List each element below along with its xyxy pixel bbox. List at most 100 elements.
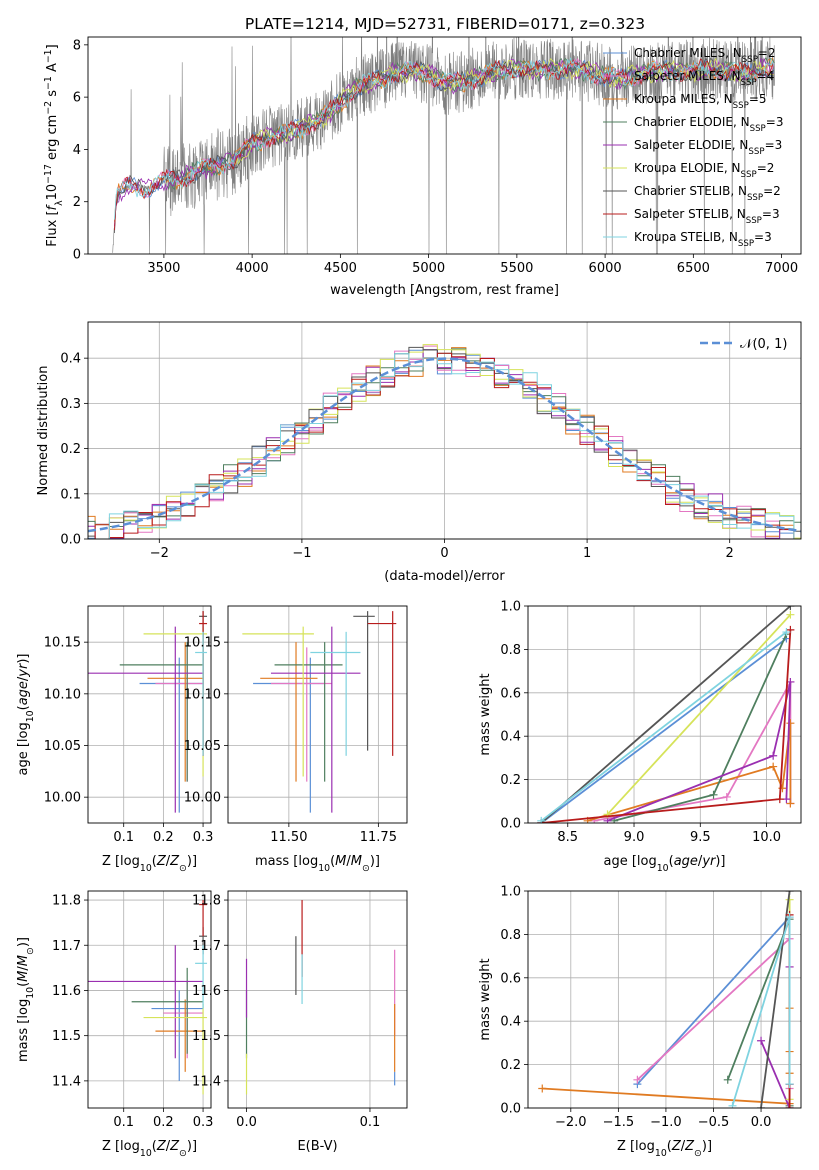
- y-tick-label: 10.15: [184, 636, 221, 651]
- model-line-kroupa_stelib: [114, 57, 775, 220]
- x-axis-label: Z [log10(Z/Z⊙)]: [617, 1139, 712, 1159]
- x-tick-label: 9.5: [690, 830, 711, 845]
- weight-marker-kroupa_stelib: [782, 628, 791, 637]
- x-tick-label: 8.5: [557, 830, 578, 845]
- weight-marker-chabrier_elodie: [709, 790, 718, 799]
- weight-marker-salpeter_stelib: [785, 1104, 794, 1108]
- x-tick-label: −2.0: [555, 1115, 587, 1130]
- y-tick-label: 11.6: [52, 984, 81, 999]
- weight-marker-kroupa_stelib: [537, 816, 546, 823]
- x-axis-label: Z [log10(Z/Z⊙)]: [102, 1139, 197, 1159]
- weight-marker-chabrier_stelib: [786, 606, 795, 610]
- x-tick-label: 6000: [589, 261, 622, 276]
- weight-marker-salpeter_miles: [633, 1075, 642, 1084]
- weight-marker-kroupa_miles: [786, 799, 795, 808]
- y-tick-label: 1.0: [500, 600, 521, 615]
- data-spectrum-line: [112, 37, 775, 254]
- y-tick-label: 10.05: [184, 739, 221, 754]
- y-tick-label: 0.0: [500, 817, 521, 832]
- weight-marker-salpeter_miles: [722, 792, 731, 801]
- x-tick-label: 9.0: [624, 830, 645, 845]
- y-tick-label: 0.4: [60, 352, 81, 367]
- axes-frame: [227, 890, 408, 1109]
- histogram-kroupa_stelib: [88, 353, 801, 539]
- axes-frame: [227, 605, 408, 824]
- weight-marker-salpeter_elodie: [769, 751, 778, 760]
- weight_vs_age-plot: [537, 606, 795, 823]
- x-tick-label: 11.50: [270, 830, 307, 845]
- model-line-salpeter_stelib: [114, 58, 774, 231]
- x-tick-label: −2: [150, 546, 169, 561]
- y-tick-label: 10.00: [184, 791, 221, 806]
- x-axis-label: mass [log10(M/M⊙)]: [255, 854, 380, 874]
- legend-label-chabrier_miles: Chabrier MILES, NSSP=2: [634, 46, 776, 65]
- x-tick-label: 4500: [324, 261, 357, 276]
- weight-marker-kroupa_elodie: [786, 610, 795, 619]
- legend-label-salpeter_stelib: Salpeter STELIB, NSSP=3: [634, 207, 780, 226]
- y-tick-label: 0.6: [500, 971, 521, 986]
- x-tick-label: 3500: [147, 261, 180, 276]
- x-axis-label: Z [log10(Z/Z⊙)]: [102, 854, 197, 874]
- axes-frame: [87, 36, 802, 255]
- spectrum-plot: [112, 37, 775, 254]
- model-line-salpeter_miles: [114, 57, 775, 228]
- y-tick-label: 11.5: [192, 1029, 221, 1044]
- x-tick-label: 4000: [236, 261, 269, 276]
- y-axis-label: mass [log10(M/M⊙)]: [16, 937, 36, 1062]
- x-tick-label: 0.0: [236, 1115, 257, 1130]
- mass_vs_Z-axes: 0.1 0.2 0.3 11.4 11.5 11.6 11.7 11.8: [52, 891, 213, 1130]
- weight-marker-kroupa_miles: [538, 1084, 547, 1093]
- weight-line-chabrier_stelib: [540, 606, 791, 823]
- age_vs_mass-axes: 11.50 11.75 10.00 10.05 10.10 10.15: [184, 606, 407, 845]
- weight-marker-chabrier_stelib: [757, 1104, 766, 1108]
- x-tick-label: 0.0: [751, 1115, 772, 1130]
- y-tick-label: 11.4: [52, 1074, 81, 1089]
- axes-frame: [87, 890, 212, 1109]
- normal-curve: [88, 357, 801, 533]
- spectrum-legend: Chabrier MILES, NSSP=2 Salpeter MILES, NS…: [603, 46, 783, 249]
- x-tick-label: 2: [726, 546, 734, 561]
- y-tick-label: 0.0: [60, 533, 81, 548]
- y-tick-label: 0.2: [60, 442, 81, 457]
- weight-marker-chabrier_elodie: [723, 1075, 732, 1084]
- age_vs_Z-axes: 0.1 0.2 0.3 10.00 10.05 10.10 10.15: [44, 606, 213, 845]
- y-tick-label: 10.05: [44, 739, 81, 754]
- x-tick-label: −0.5: [698, 1115, 730, 1130]
- axes-frame: [87, 605, 212, 824]
- y-tick-label: 11.8: [52, 894, 81, 909]
- weight-marker-kroupa_stelib: [785, 913, 794, 922]
- y-tick-label: 1.0: [500, 885, 521, 900]
- x-tick-label: −1.0: [650, 1115, 682, 1130]
- x-tick-label: 11.75: [360, 830, 397, 845]
- y-tick-label: 10.15: [44, 636, 81, 651]
- weight-line-salpeter_elodie: [607, 681, 792, 822]
- x-tick-label: 1: [583, 546, 591, 561]
- weight-marker-kroupa_miles: [769, 762, 778, 771]
- y-tick-label: 11.8: [192, 894, 221, 909]
- x-tick-label: 0.2: [153, 1115, 174, 1130]
- y-axis-label: Normed distribution: [36, 366, 51, 496]
- histogram-chabrier_stelib: [88, 346, 801, 539]
- y-tick-label: 11.7: [52, 939, 81, 954]
- axes-frame: [527, 605, 802, 824]
- y-tick-label: 0.3: [60, 397, 81, 412]
- model-line-salpeter_elodie: [114, 57, 775, 227]
- x-tick-label: −1: [292, 546, 311, 561]
- legend-label-chabrier_stelib: Chabrier STELIB, NSSP=2: [634, 184, 781, 203]
- y-tick-label: 0.8: [500, 928, 521, 943]
- histogram-salpeter_stelib: [88, 352, 801, 539]
- model-line-kroupa_elodie: [234, 57, 774, 166]
- legend-label-salpeter_miles: Salpeter MILES, NSSP=4: [634, 69, 774, 88]
- y-tick-label: 4: [73, 143, 81, 158]
- x-tick-label: 0: [440, 546, 448, 561]
- y-tick-label: 0.4: [500, 1015, 521, 1030]
- y-tick-label: 0.4: [500, 730, 521, 745]
- x-axis-label: E(B-V): [297, 1139, 337, 1154]
- y-tick-label: 0: [73, 248, 81, 263]
- weight_vs_Z-plot: [538, 891, 794, 1108]
- weight-marker-salpeter_stelib: [786, 625, 795, 634]
- weight-marker-kroupa_stelib: [785, 1080, 794, 1089]
- mass_vs_ebv-plot: [245, 900, 396, 1095]
- y-tick-label: 6: [73, 91, 81, 106]
